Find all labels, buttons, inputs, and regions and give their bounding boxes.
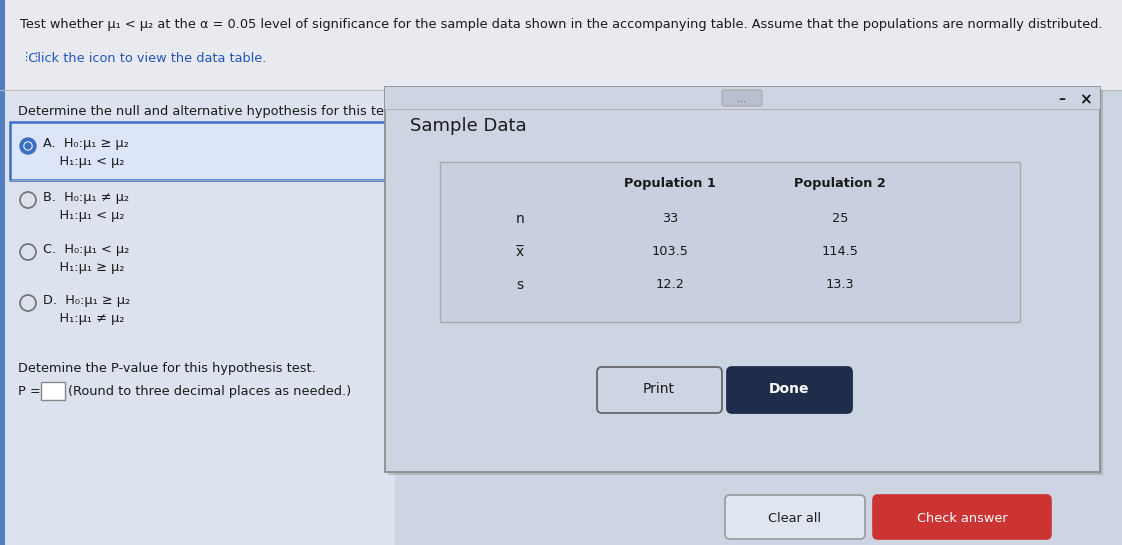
Text: D.  H₀:μ₁ ≥ μ₂: D. H₀:μ₁ ≥ μ₂ bbox=[43, 294, 130, 307]
Text: 103.5: 103.5 bbox=[652, 245, 689, 258]
Text: x̅: x̅ bbox=[516, 245, 524, 259]
Text: H₁:μ₁ ≠ μ₂: H₁:μ₁ ≠ μ₂ bbox=[43, 312, 125, 325]
Text: Population 2: Population 2 bbox=[794, 177, 886, 190]
Text: Click the icon to view the data table.: Click the icon to view the data table. bbox=[20, 52, 266, 65]
FancyBboxPatch shape bbox=[873, 495, 1051, 539]
Text: n: n bbox=[516, 212, 524, 226]
Circle shape bbox=[25, 143, 31, 149]
Text: Sample Data: Sample Data bbox=[410, 117, 526, 135]
Text: ⋮⋮: ⋮⋮ bbox=[20, 52, 43, 62]
FancyBboxPatch shape bbox=[10, 122, 388, 180]
Text: H₁:μ₁ < μ₂: H₁:μ₁ < μ₂ bbox=[43, 209, 125, 222]
Text: ×: × bbox=[1078, 92, 1092, 107]
Text: 114.5: 114.5 bbox=[821, 245, 858, 258]
Text: B.  H₀:μ₁ ≠ μ₂: B. H₀:μ₁ ≠ μ₂ bbox=[43, 191, 129, 204]
Text: A.  H₀:μ₁ ≥ μ₂: A. H₀:μ₁ ≥ μ₂ bbox=[43, 137, 129, 150]
FancyBboxPatch shape bbox=[721, 90, 762, 106]
FancyBboxPatch shape bbox=[385, 87, 1100, 109]
FancyBboxPatch shape bbox=[440, 162, 1020, 322]
FancyBboxPatch shape bbox=[597, 367, 721, 413]
Text: Print: Print bbox=[643, 382, 675, 396]
Text: H₁:μ₁ ≥ μ₂: H₁:μ₁ ≥ μ₂ bbox=[43, 261, 125, 274]
Text: –: – bbox=[1058, 92, 1066, 106]
Text: Check answer: Check answer bbox=[917, 512, 1008, 525]
Text: C.  H₀:μ₁ < μ₂: C. H₀:μ₁ < μ₂ bbox=[43, 243, 129, 256]
Text: Test whether μ₁ < μ₂ at the α = 0.05 level of significance for the sample data s: Test whether μ₁ < μ₂ at the α = 0.05 lev… bbox=[20, 18, 1103, 31]
FancyBboxPatch shape bbox=[0, 90, 395, 545]
FancyBboxPatch shape bbox=[42, 382, 65, 400]
Text: Detemine the P-value for this hypothesis test.: Detemine the P-value for this hypothesis… bbox=[18, 362, 315, 375]
FancyBboxPatch shape bbox=[388, 90, 1103, 475]
Circle shape bbox=[20, 138, 36, 154]
Text: 13.3: 13.3 bbox=[826, 278, 854, 291]
Text: 12.2: 12.2 bbox=[655, 278, 684, 291]
Circle shape bbox=[24, 142, 33, 150]
FancyBboxPatch shape bbox=[0, 0, 4, 545]
Text: Clear all: Clear all bbox=[769, 512, 821, 525]
FancyBboxPatch shape bbox=[0, 0, 1122, 90]
Text: P =: P = bbox=[18, 385, 45, 398]
Text: 33: 33 bbox=[662, 212, 678, 225]
Text: (Round to three decimal places as needed.): (Round to three decimal places as needed… bbox=[68, 385, 351, 398]
Text: Population 1: Population 1 bbox=[624, 177, 716, 190]
Text: s: s bbox=[516, 278, 524, 292]
Text: H₁:μ₁ < μ₂: H₁:μ₁ < μ₂ bbox=[43, 155, 125, 168]
FancyBboxPatch shape bbox=[725, 495, 865, 539]
Text: ...: ... bbox=[737, 94, 746, 104]
FancyBboxPatch shape bbox=[727, 367, 852, 413]
FancyBboxPatch shape bbox=[385, 87, 1100, 472]
Text: 25: 25 bbox=[831, 212, 848, 225]
Text: Done: Done bbox=[769, 382, 809, 396]
Text: Determine the null and alternative hypothesis for this test.: Determine the null and alternative hypot… bbox=[18, 105, 401, 118]
